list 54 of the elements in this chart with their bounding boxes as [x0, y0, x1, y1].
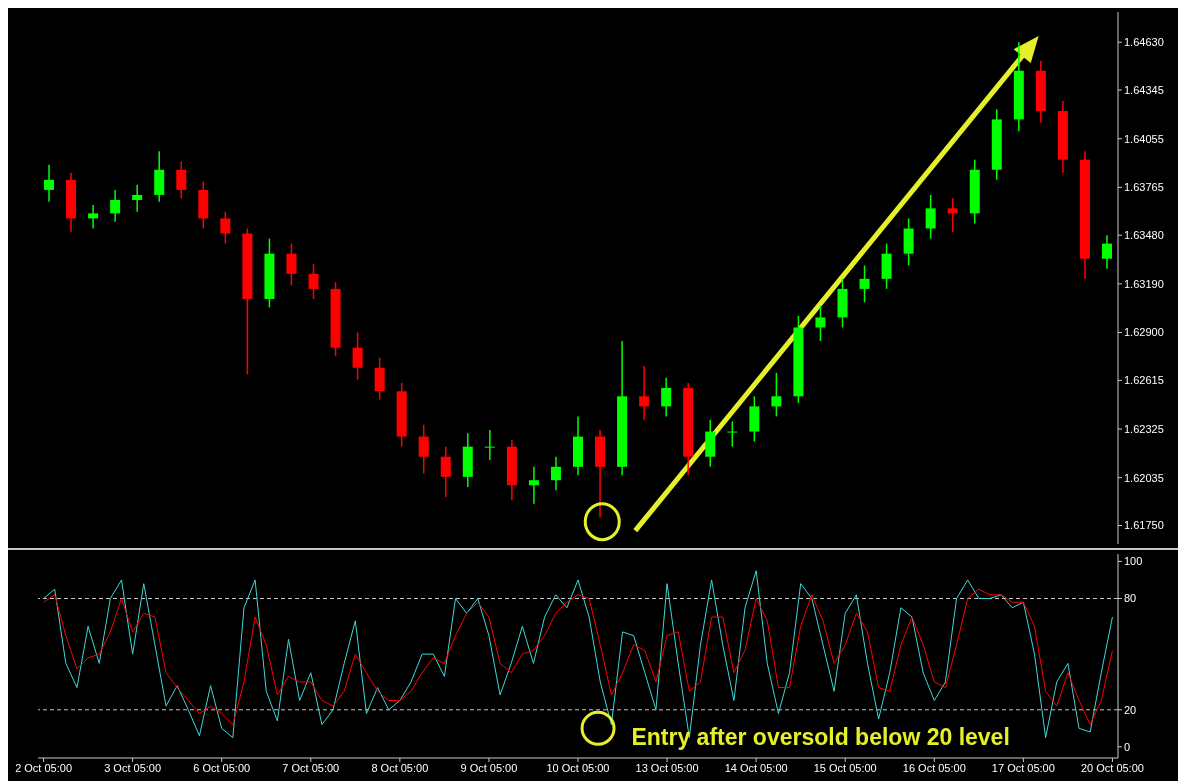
- candlestick: [484, 429, 495, 461]
- candlestick: [550, 455, 561, 492]
- line-series: [43, 588, 1113, 726]
- x-tick-label: 6 Oct 05:00: [193, 761, 251, 774]
- candlestick: [418, 424, 429, 475]
- x-tick-label: 2 Oct 05:00: [15, 761, 72, 774]
- candlestick: [286, 242, 297, 287]
- x-tick-label: 7 Oct 05:00: [282, 761, 340, 774]
- candlestick: [815, 304, 826, 342]
- candlestick: [528, 466, 539, 505]
- candlestick: [176, 160, 187, 200]
- annotation: Entry after oversold below 20 level: [631, 723, 1010, 751]
- y-tick-label: 1.64345: [1124, 83, 1164, 96]
- y-tick-label: 20: [1124, 703, 1137, 716]
- y-tick-label: 1.64630: [1124, 36, 1164, 49]
- candlestick: [639, 365, 650, 421]
- candlestick: [44, 163, 55, 203]
- y-tick-label: 80: [1124, 592, 1137, 605]
- x-tick-label: 13 Oct 05:00: [635, 761, 699, 774]
- x-tick-label: 3 Oct 05:00: [104, 761, 162, 774]
- candlestick: [925, 194, 936, 240]
- candlestick: [661, 377, 672, 418]
- candlestick: [132, 184, 143, 213]
- candlestick: [727, 420, 738, 448]
- y-tick-label: 1.64055: [1124, 132, 1164, 145]
- y-tick-label: 0: [1124, 740, 1131, 753]
- x-tick-label: 8 Oct 05:00: [371, 761, 429, 774]
- x-tick-label: 16 Oct 05:00: [902, 761, 966, 774]
- candlestick: [374, 356, 385, 401]
- x-tick-label: 20 Oct 05:00: [1080, 761, 1144, 774]
- y-tick-label: 1.63190: [1124, 277, 1164, 290]
- candlestick: [1101, 234, 1112, 270]
- x-tick-label: 14 Oct 05:00: [724, 761, 788, 774]
- y-tick-label: 1.62325: [1124, 422, 1164, 435]
- x-tick-label: 9 Oct 05:00: [460, 761, 518, 774]
- y-tick-label: 100: [1124, 555, 1143, 568]
- y-tick-label: 1.61750: [1124, 519, 1164, 532]
- candlestick: [88, 204, 99, 230]
- candlestick: [110, 189, 121, 223]
- y-tick-label: 1.62900: [1124, 326, 1164, 339]
- x-tick-label: 15 Oct 05:00: [813, 761, 877, 774]
- x-tick-label: 10 Oct 05:00: [546, 761, 610, 774]
- candlestick: [220, 210, 231, 245]
- candlestick: [440, 445, 451, 498]
- y-tick-label: 1.62615: [1124, 374, 1164, 387]
- x-tick-label: 17 Oct 05:00: [991, 761, 1055, 774]
- candlestick: [352, 331, 363, 381]
- y-tick-label: 1.63480: [1124, 229, 1164, 242]
- candlestick: [308, 262, 319, 300]
- candlestick: [859, 264, 870, 304]
- candlestick: [947, 197, 958, 233]
- candlestick: [771, 372, 782, 418]
- y-tick-label: 1.62035: [1124, 471, 1164, 484]
- y-tick-label: 1.63765: [1124, 181, 1164, 194]
